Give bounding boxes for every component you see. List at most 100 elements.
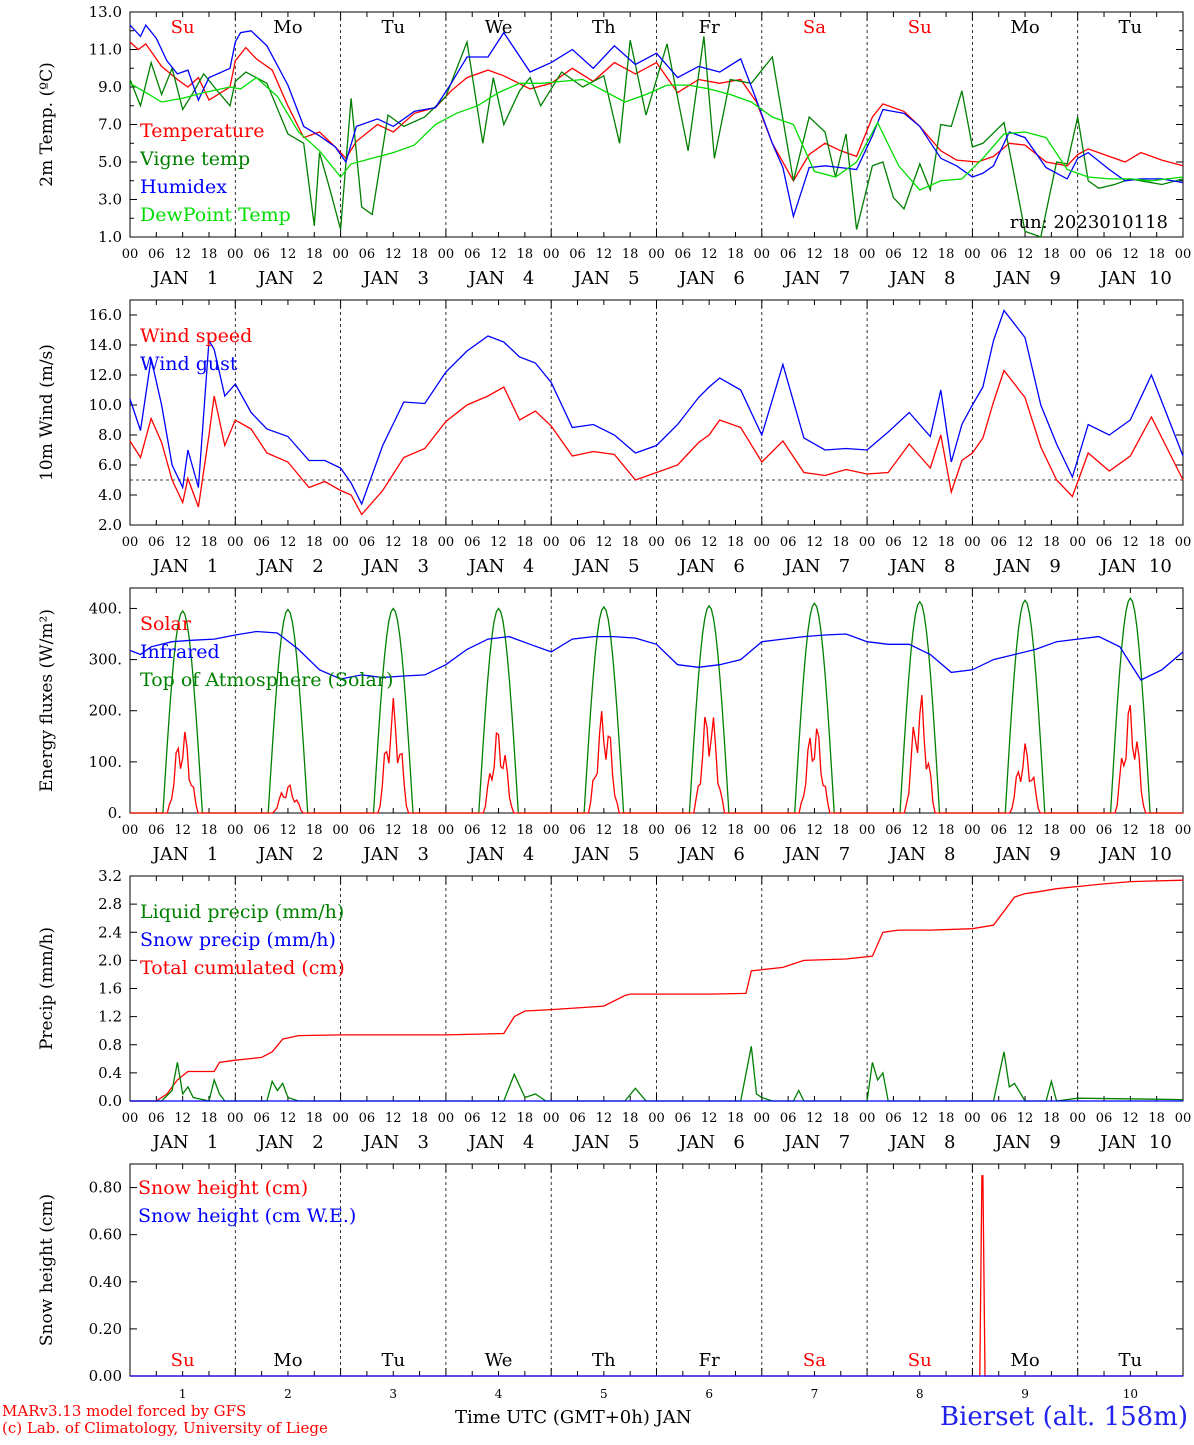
wind-date-month: JAN — [151, 556, 189, 577]
precip-hour-label: 18 — [727, 1111, 744, 1126]
wind-hour-label: 12 — [490, 535, 507, 550]
precip-date-day: 8 — [944, 1132, 955, 1153]
precip-hour-label: 12 — [174, 1111, 191, 1126]
energy-hour-label: 18 — [938, 823, 955, 838]
temp-hour-label: 00 — [438, 247, 455, 262]
wind-series-wind-gust — [129, 309, 1184, 506]
temp-ytick-label: 13.0 — [89, 3, 122, 21]
precip-hour-label: 12 — [806, 1111, 823, 1126]
precip-date-day: 6 — [733, 1132, 744, 1153]
temp-series-temperature — [129, 41, 1184, 183]
temp-ylabel: 2m Temp. (ºC) — [37, 62, 57, 187]
precip-hour-label: 06 — [569, 1111, 586, 1126]
temp-hour-label: 00 — [964, 247, 981, 262]
wind-hour-label: 06 — [148, 535, 165, 550]
snow-legend-entry: Snow height (cm) — [138, 1177, 308, 1199]
energy-hour-label: 06 — [359, 823, 376, 838]
wind-ytick-label: 10.0 — [89, 396, 122, 414]
wind-date-month: JAN — [1098, 556, 1136, 577]
precip-date-month: JAN — [993, 1132, 1031, 1153]
temp-legend-entry: Temperature — [140, 120, 264, 142]
precip-hour-label: 00 — [1069, 1111, 1086, 1126]
temp-hour-label: 18 — [622, 247, 639, 262]
precip-series-total-cumulated-cm — [130, 879, 1184, 1102]
wind-hour-label: 06 — [464, 535, 481, 550]
temp-hour-label: 06 — [1096, 247, 1113, 262]
energy-hour-label: 12 — [490, 823, 507, 838]
precip-hour-label: 06 — [990, 1111, 1007, 1126]
precip-date-month: JAN — [151, 1132, 189, 1153]
precip-legend-entry: Snow precip (mm/h) — [140, 929, 336, 951]
wind-hour-label: 18 — [833, 535, 850, 550]
temp-ytick-label: 9.0 — [98, 78, 122, 96]
wind-date-day: 6 — [733, 556, 744, 577]
energy-hour-label: 00 — [859, 823, 876, 838]
temp-date-month: JAN — [361, 268, 399, 289]
snow-day-number: 6 — [705, 1387, 713, 1401]
wind-legend-entry: Wind speed — [140, 325, 252, 347]
wind-date-month: JAN — [677, 556, 715, 577]
wind-ytick-label: 6.0 — [98, 456, 122, 474]
temp-hour-label: 12 — [1122, 247, 1139, 262]
energy-hour-label: 00 — [1069, 823, 1086, 838]
snow-ytick-label: 0.80 — [89, 1179, 122, 1197]
precip-date-month: JAN — [256, 1132, 294, 1153]
temp-hour-label: 12 — [174, 247, 191, 262]
energy-date-month: JAN — [572, 844, 610, 865]
energy-date-day: 8 — [944, 844, 955, 865]
snow-dow-label: Fr — [699, 1350, 720, 1371]
snow-day-number: 2 — [284, 1387, 292, 1401]
temp-date-day: 10 — [1149, 268, 1172, 289]
wind-date-day: 5 — [628, 556, 639, 577]
precip-hour-label: 06 — [1096, 1111, 1113, 1126]
wind-ytick-label: 4.0 — [98, 486, 122, 504]
energy-ytick-label: 400. — [89, 599, 122, 617]
precip-hour-label: 12 — [1122, 1111, 1139, 1126]
temp-date-day: 6 — [733, 268, 744, 289]
wind-hour-label: 06 — [990, 535, 1007, 550]
wind-ytick-label: 12.0 — [89, 366, 122, 384]
precip-hour-label: 06 — [148, 1111, 165, 1126]
wind-date-day: 7 — [839, 556, 850, 577]
temp-dow-label: Mo — [1010, 17, 1039, 38]
energy-date-day: 9 — [1049, 844, 1060, 865]
snow-day-number: 1 — [179, 1387, 187, 1401]
wind-date-day: 10 — [1149, 556, 1172, 577]
precip-hour-label: 18 — [1148, 1111, 1165, 1126]
temp-date-day: 1 — [207, 268, 218, 289]
energy-hour-label: 00 — [438, 823, 455, 838]
temp-hour-label: 00 — [122, 247, 139, 262]
precip-hour-label: 06 — [675, 1111, 692, 1126]
energy-hour-label: 06 — [990, 823, 1007, 838]
wind-date-month: JAN — [782, 556, 820, 577]
precip-date-day: 10 — [1149, 1132, 1172, 1153]
wind-hour-label: 12 — [1017, 535, 1034, 550]
precip-hour-label: 12 — [280, 1111, 297, 1126]
temp-ytick-label: 11.0 — [89, 41, 122, 59]
temp-hour-label: 18 — [833, 247, 850, 262]
energy-legend-entry: Solar — [140, 613, 192, 635]
precip-hour-label: 06 — [885, 1111, 902, 1126]
energy-legend-entry: Infrared — [140, 641, 220, 663]
snow-day-number: 7 — [811, 1387, 819, 1401]
precip-legend-entry: Liquid precip (mm/h) — [140, 901, 344, 923]
model-credit-line-2: (c) Lab. of Climatology, University of L… — [2, 1419, 328, 1437]
temp-legend-entry: DewPoint Temp — [140, 204, 291, 226]
energy-hour-label: 00 — [332, 823, 349, 838]
wind-hour-label: 00 — [648, 535, 665, 550]
snow-ytick-label: 0.40 — [89, 1273, 122, 1291]
precip-ytick-label: 0.4 — [98, 1064, 122, 1082]
energy-date-day: 10 — [1149, 844, 1172, 865]
wind-date-month: JAN — [361, 556, 399, 577]
snow-ylabel: Snow height (cm) — [37, 1194, 57, 1346]
energy-date-month: JAN — [361, 844, 399, 865]
snow-day-number: 8 — [916, 1387, 924, 1401]
precip-hour-label: 00 — [332, 1111, 349, 1126]
temp-hour-label: 18 — [727, 247, 744, 262]
energy-hour-label: 00 — [648, 823, 665, 838]
temp-ytick-label: 7.0 — [98, 116, 122, 134]
wind-hour-label: 18 — [1043, 535, 1060, 550]
precip-hour-label: 18 — [517, 1111, 534, 1126]
wind-hour-label: 12 — [1122, 535, 1139, 550]
snow-dow-label: Mo — [1010, 1350, 1039, 1371]
